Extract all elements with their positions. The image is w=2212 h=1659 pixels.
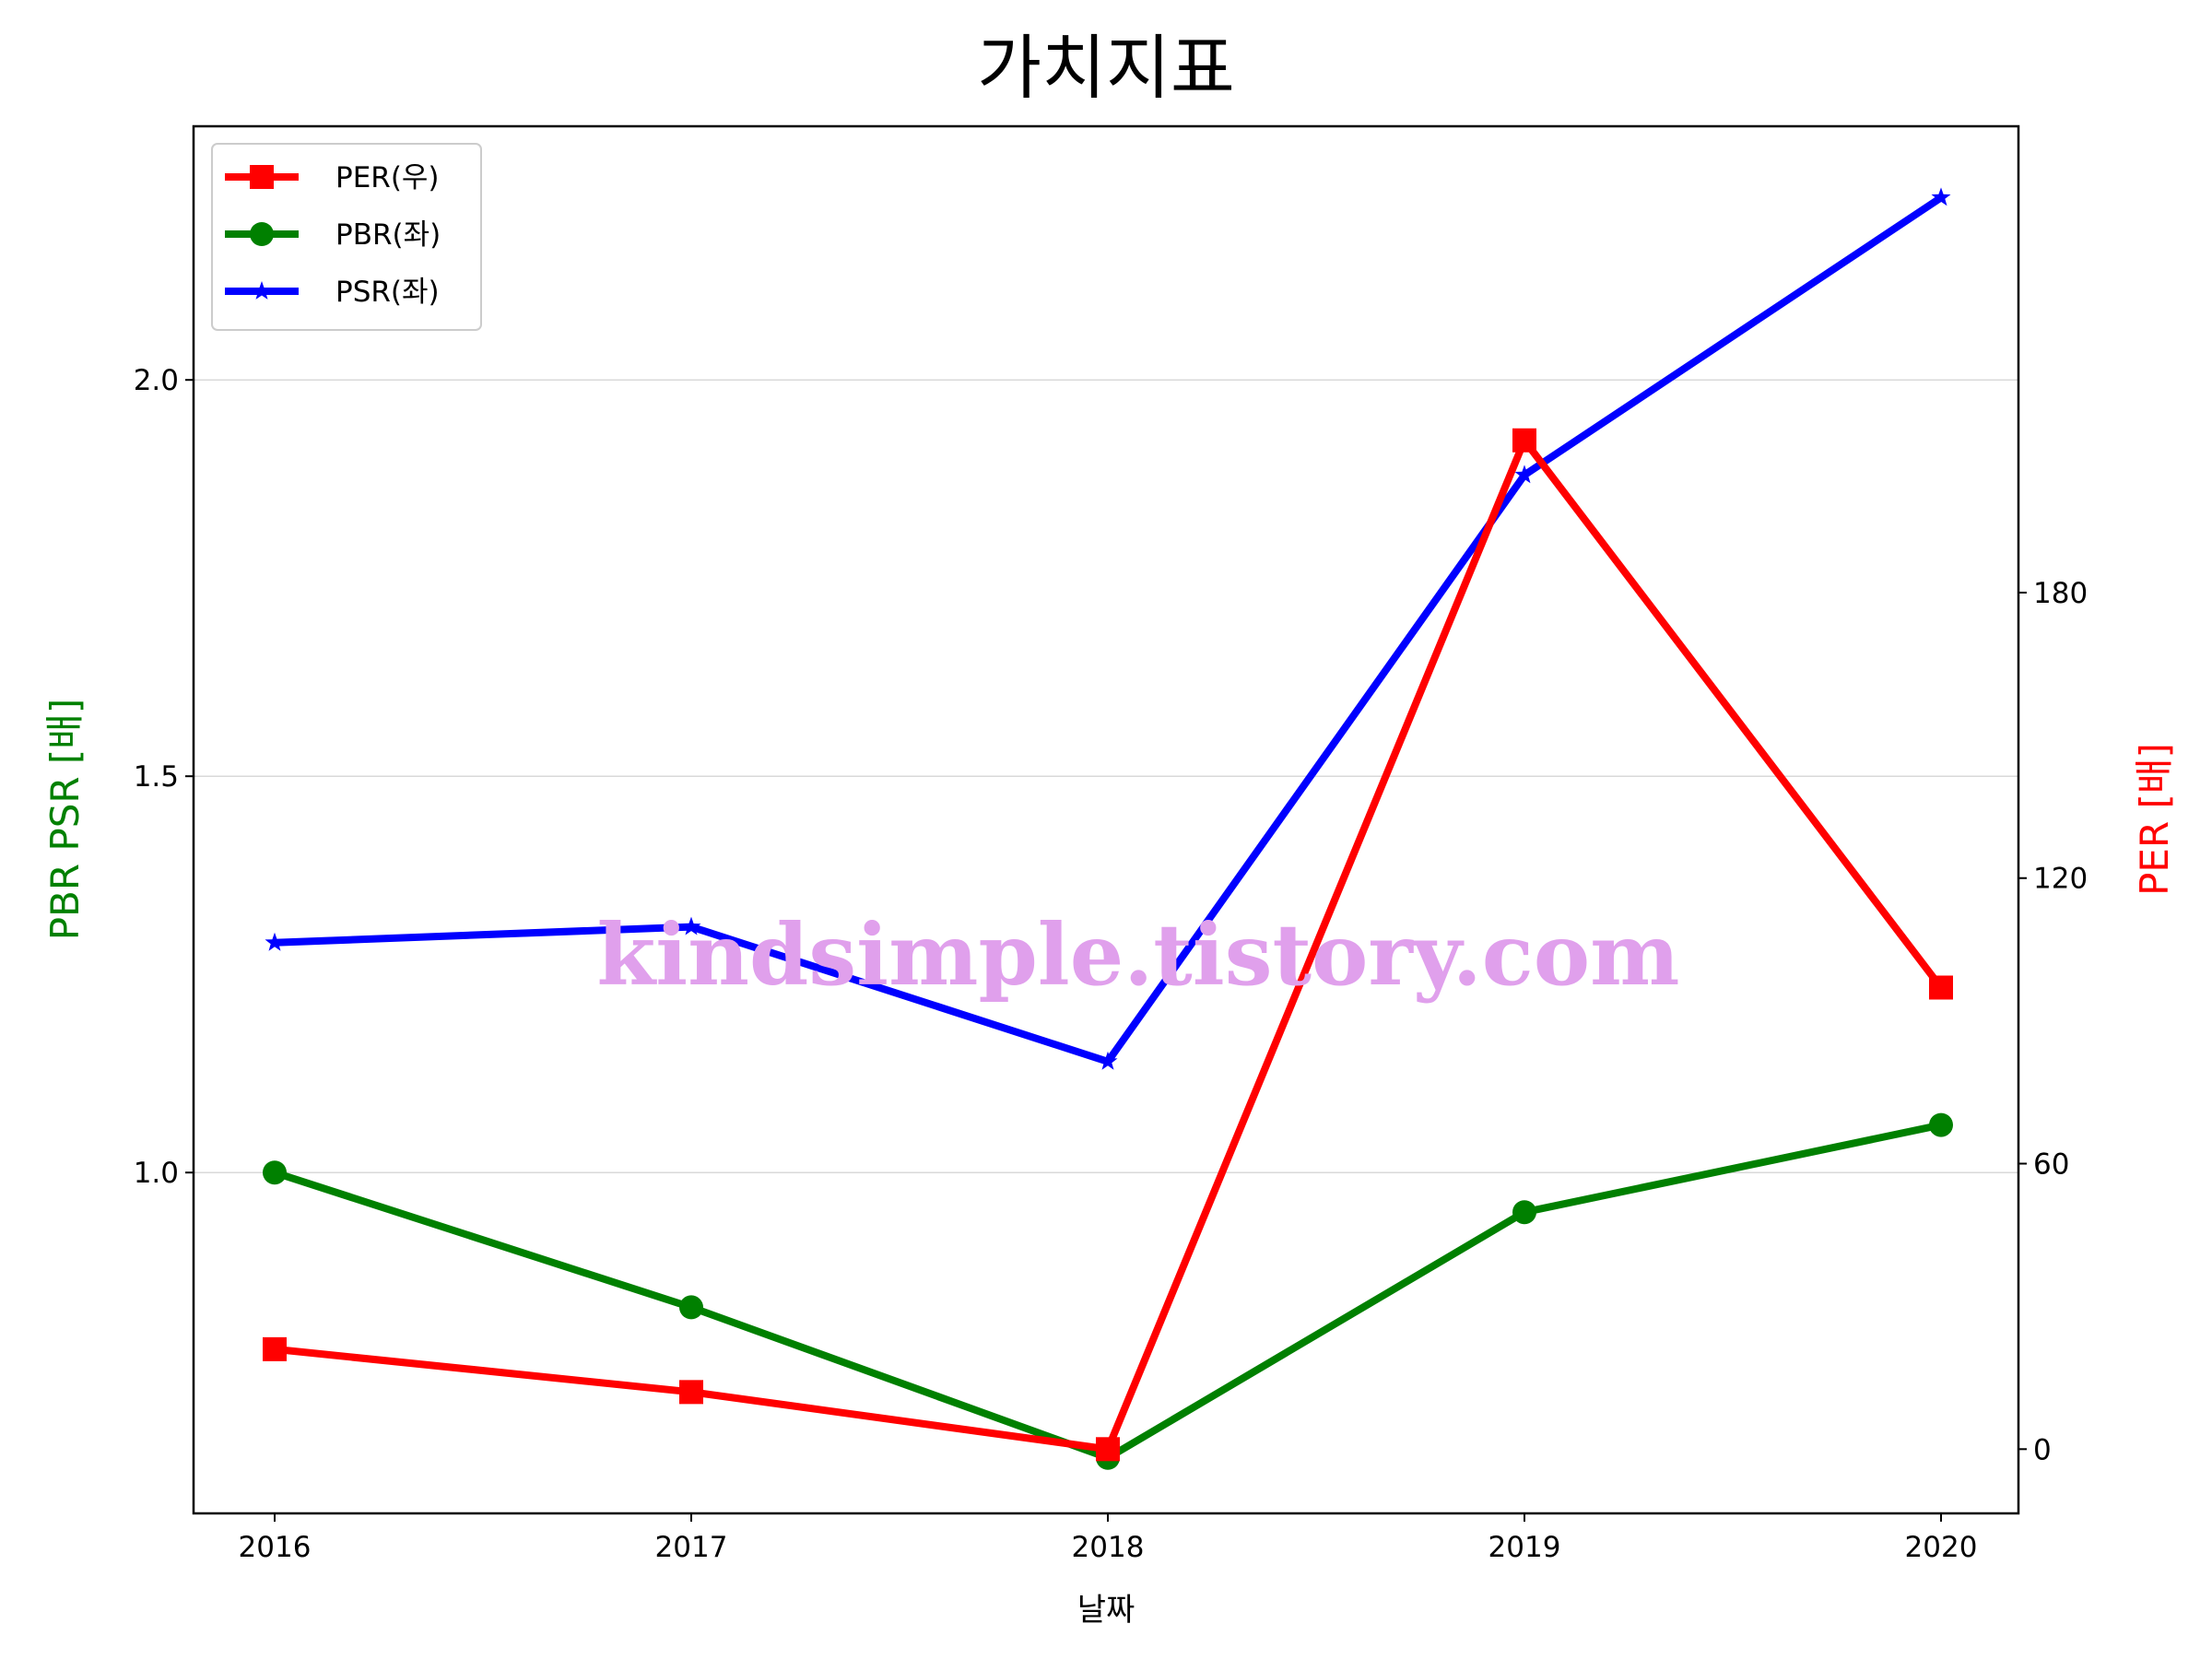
right-tick-label: 0: [2033, 1433, 2052, 1466]
legend-frame: [211, 143, 482, 331]
chart-title: 가치지표: [977, 27, 1235, 109]
x-tick-label: 2020: [1905, 1531, 1978, 1564]
left-tick-label: 2.0: [134, 364, 179, 397]
x-tick-label: 2018: [1072, 1531, 1145, 1564]
left-y-axis-label: PBR PSR [배]: [42, 699, 88, 941]
series-per: [263, 428, 1953, 1462]
right-y-axis-label: PER [배]: [2132, 743, 2177, 896]
legend-marker-per: [250, 165, 274, 189]
left-tick-label: 1.0: [134, 1157, 179, 1190]
left-y-axis: 1.0 1.5 2.0: [134, 364, 194, 1190]
data-point-psr: [1931, 187, 1951, 206]
x-tick-label: 2017: [655, 1531, 728, 1564]
series-psr: [265, 187, 1951, 1070]
right-tick-label: 60: [2033, 1148, 2069, 1182]
legend: PER(우) PBR(좌) PSR(좌): [211, 143, 482, 331]
data-point-psr: [1098, 1051, 1118, 1070]
right-tick-label: 180: [2033, 577, 2088, 610]
right-tick-label: 120: [2033, 863, 2088, 896]
left-tick-label: 1.5: [134, 760, 179, 794]
x-tick-label: 2016: [239, 1531, 312, 1564]
data-point-pbr: [1929, 1112, 1953, 1137]
x-tick-label: 2019: [1488, 1531, 1561, 1564]
data-point-psr: [681, 916, 701, 935]
x-axis: 2016 2017 2018 2019 2020: [239, 1513, 1978, 1564]
legend-label-psr: PSR(좌): [335, 276, 440, 309]
data-point-per: [679, 1380, 703, 1405]
data-point-pbr: [679, 1295, 703, 1320]
series-line-pbr: [271, 1121, 1945, 1462]
data-point-pbr: [263, 1160, 287, 1185]
plot-area-frame: [192, 124, 2020, 1515]
legend-marker-pbr: [250, 222, 274, 246]
data-point-per: [1929, 975, 1953, 1000]
data-point-per: [263, 1336, 287, 1361]
data-point-per: [1096, 1437, 1120, 1462]
series-pbr: [263, 1112, 1953, 1470]
right-y-axis: 0 60 120 180: [2018, 577, 2088, 1466]
watermark: kindsimple.tistory.com: [596, 905, 1679, 1005]
grid: [194, 379, 2018, 1173]
data-point-pbr: [1512, 1200, 1536, 1225]
data-point-psr: [1514, 465, 1535, 484]
legend-label-pbr: PBR(좌): [335, 218, 441, 252]
series-layer: [263, 187, 1953, 1470]
data-point-per: [1512, 428, 1536, 453]
x-axis-label: 날짜: [1077, 1592, 1135, 1629]
data-point-psr: [265, 932, 285, 951]
legend-label-per: PER(우): [335, 161, 440, 194]
legend-marker-psr: [252, 281, 272, 300]
